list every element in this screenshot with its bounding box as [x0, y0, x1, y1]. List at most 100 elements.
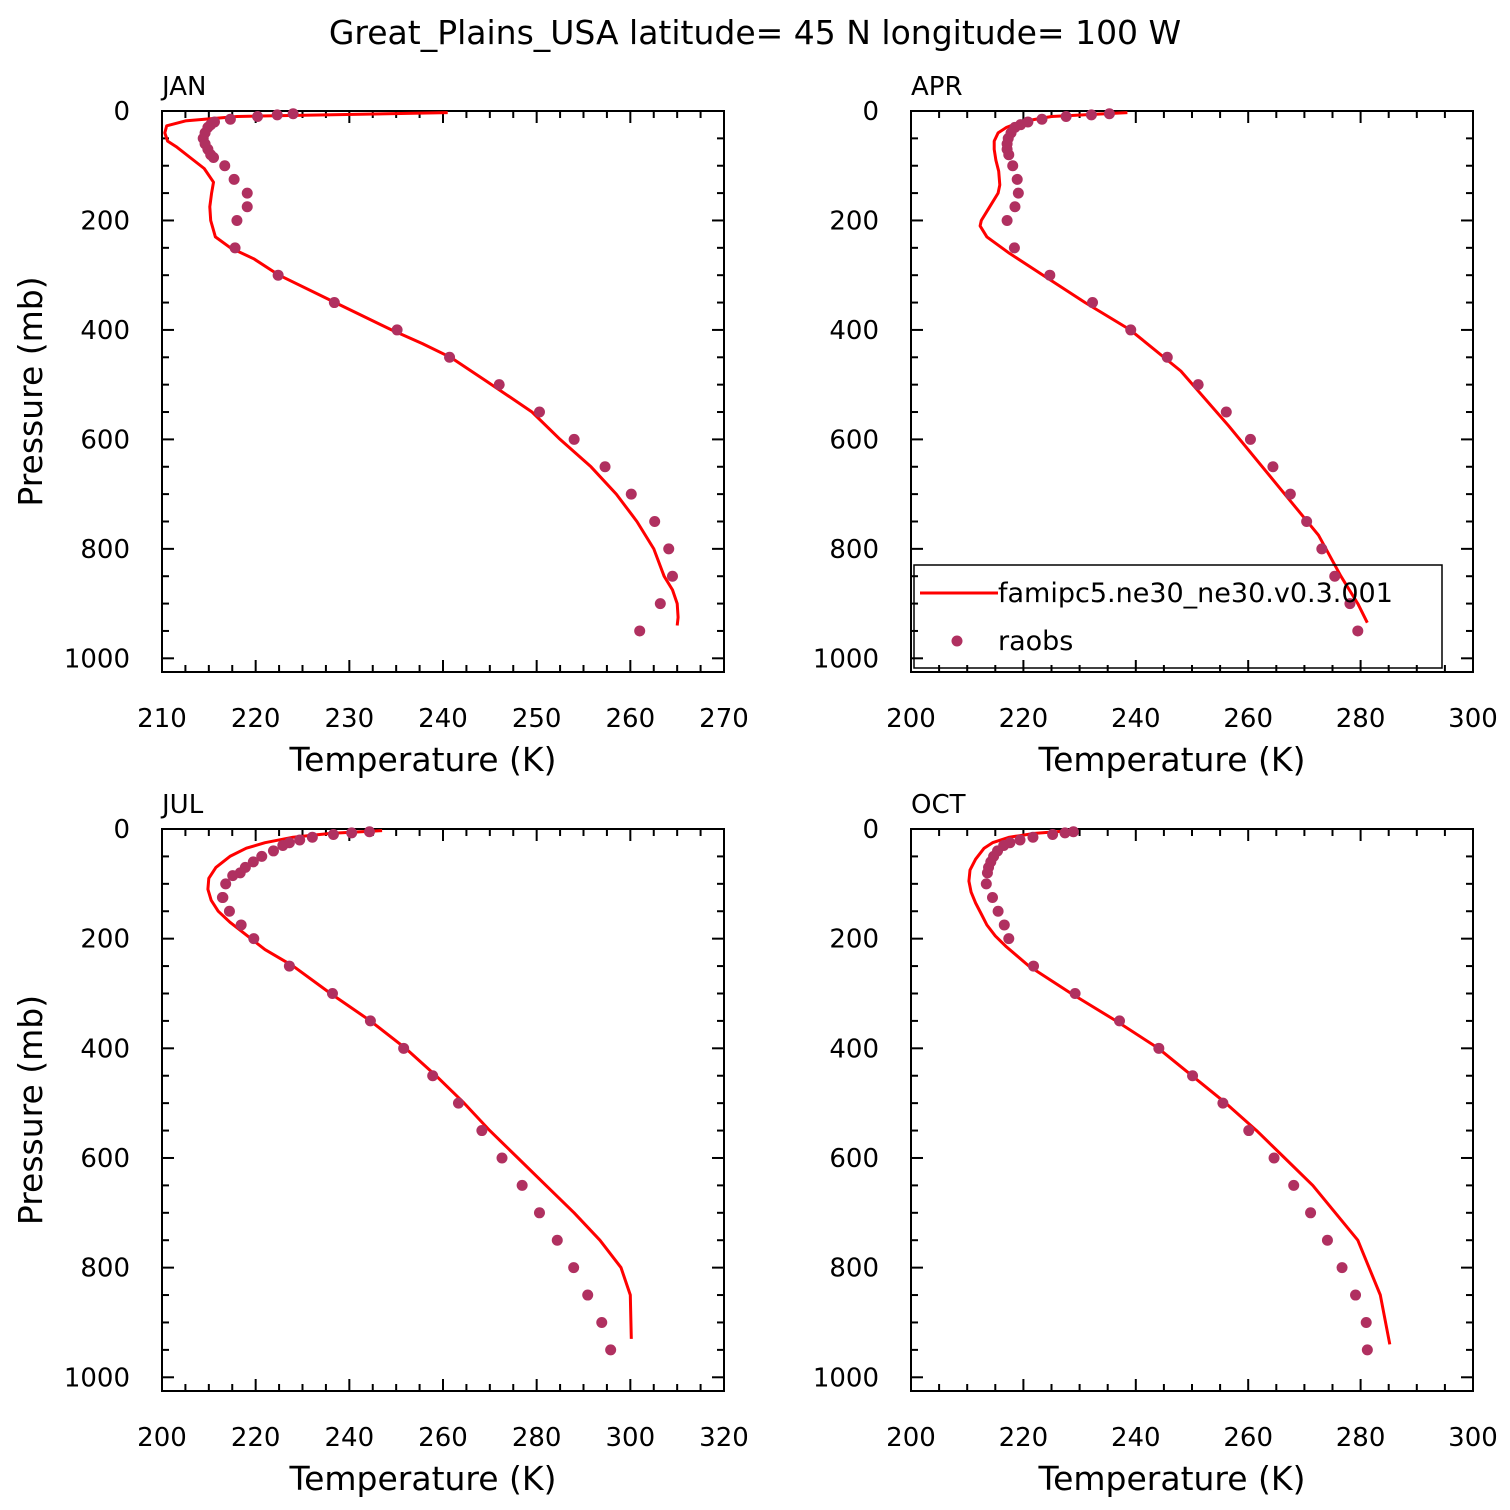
x-tick-label: 240	[1111, 1423, 1161, 1453]
x-tick-label: 220	[999, 704, 1049, 734]
obs-point	[1067, 826, 1079, 838]
panel-label: JUL	[160, 790, 204, 820]
obs-point	[649, 515, 661, 527]
obs-point	[1350, 1289, 1362, 1301]
obs-point	[294, 834, 306, 846]
obs-point	[1027, 831, 1039, 843]
obs-point	[306, 831, 318, 843]
y-tick-label: 800	[80, 535, 130, 565]
obs-point	[328, 297, 340, 309]
obs-point	[1153, 1042, 1165, 1054]
obs-point	[1301, 515, 1313, 527]
obs-point	[220, 878, 232, 890]
obs-point	[241, 201, 253, 213]
obs-point	[1288, 1179, 1300, 1191]
obs-point	[252, 110, 264, 122]
obs-point	[496, 1152, 508, 1164]
obs-point	[1028, 960, 1040, 972]
obs-point	[208, 152, 220, 164]
obs-point	[248, 933, 260, 945]
x-tick-label: 220	[999, 1423, 1049, 1453]
obs-point	[1085, 109, 1097, 121]
x-tick-label: 200	[886, 1423, 936, 1453]
y-axis-label: Pressure (mb)	[11, 995, 50, 1225]
y-tick-label: 0	[862, 97, 879, 127]
obs-point	[1103, 108, 1115, 120]
y-tick-label: 400	[80, 1034, 130, 1064]
model-series-line	[206, 829, 633, 1339]
model-series-line	[978, 111, 1369, 624]
obs-point	[596, 1316, 608, 1328]
obs-point	[346, 827, 358, 839]
obs-point	[219, 160, 231, 172]
obs-point	[582, 1289, 594, 1301]
obs-point	[1244, 433, 1256, 445]
obs-point	[986, 892, 998, 904]
y-tick-label: 1000	[64, 644, 130, 674]
obs-point	[568, 1262, 580, 1274]
obs-point	[663, 543, 675, 555]
x-tick-label: 320	[699, 1423, 749, 1453]
x-axis-label: Temperature (K)	[1038, 740, 1306, 779]
obs-point	[1352, 625, 1364, 637]
obs-point	[247, 856, 259, 868]
x-tick-label: 220	[231, 1423, 281, 1453]
obs-point	[1284, 488, 1296, 500]
y-tick-label: 0	[113, 97, 130, 127]
figure-title: Great_Plains_USA latitude= 45 N longitud…	[329, 13, 1181, 52]
obs-point	[992, 905, 1004, 917]
x-tick-label: 240	[418, 704, 468, 734]
x-tick-label: 200	[886, 704, 936, 734]
x-tick-label: 260	[1223, 704, 1273, 734]
obs-point	[1069, 987, 1081, 999]
obs-point	[1125, 324, 1137, 336]
obs-point	[1003, 149, 1015, 161]
y-tick-label: 600	[80, 425, 130, 455]
y-tick-label: 400	[829, 316, 879, 346]
obs-point	[551, 1234, 563, 1246]
legend-obs-swatch	[951, 635, 963, 647]
obs-point	[1001, 214, 1013, 226]
obs-point	[216, 892, 228, 904]
obs-point	[981, 867, 993, 879]
y-tick-label: 1000	[813, 1363, 879, 1393]
obs-point	[235, 919, 247, 931]
y-tick-label: 1000	[813, 644, 879, 674]
y-tick-label: 200	[80, 206, 130, 236]
obs-point	[1114, 1015, 1126, 1027]
x-axis-label: Temperature (K)	[289, 740, 557, 779]
panel-label: OCT	[911, 790, 966, 820]
obs-point	[231, 214, 243, 226]
obs-point	[326, 987, 338, 999]
panel-apr: 200 220 240 260 280 300 0 200 400 600 800 1000 APR Te…	[813, 72, 1498, 779]
obs-point	[654, 598, 666, 610]
x-tick-label: 300	[1448, 1423, 1498, 1453]
obs-point	[1007, 160, 1019, 172]
obs-point	[1336, 1262, 1348, 1274]
y-tick-label: 400	[80, 316, 130, 346]
y-tick-label: 0	[862, 815, 879, 845]
y-tick-label: 600	[80, 1144, 130, 1174]
obs-point	[634, 625, 646, 637]
obs-point	[625, 488, 637, 500]
obs-point	[229, 242, 241, 254]
obs-point	[1220, 406, 1232, 418]
panel-jul: 200 220 240 260 280 300 320 0 200 400 600 800 1000 JU…	[11, 790, 749, 1498]
obs-point	[998, 919, 1010, 931]
obs-point	[1217, 1097, 1229, 1109]
panel-jan: 210 220 230 240 250 260 270 0 200 400 600 800 1000 JA…	[11, 72, 749, 779]
obs-point	[1003, 933, 1015, 945]
obs-point	[1087, 297, 1099, 309]
y-tick-label: 200	[829, 925, 879, 955]
obs-point	[1329, 570, 1341, 582]
x-tick-label: 260	[1223, 1423, 1273, 1453]
obs-point	[287, 108, 299, 120]
obs-point	[1344, 598, 1356, 610]
x-tick-label: 280	[512, 1423, 562, 1453]
obs-point	[1060, 110, 1072, 122]
obs-point	[363, 826, 375, 838]
obs-point	[1360, 1316, 1372, 1328]
panel-label: JAN	[160, 72, 206, 102]
